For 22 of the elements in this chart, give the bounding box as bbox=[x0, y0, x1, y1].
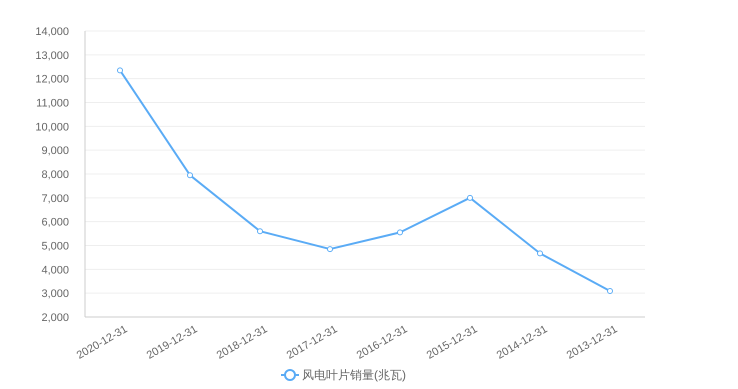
y-tick-label: 12,000 bbox=[35, 74, 69, 86]
y-tick-label: 9,000 bbox=[41, 145, 69, 158]
point bbox=[467, 194, 473, 201]
point bbox=[257, 228, 263, 234]
y-tick-label: 5,000 bbox=[41, 240, 69, 252]
y-tick-label: 2,000 bbox=[41, 312, 69, 324]
y-tick-label: 8,000 bbox=[41, 169, 69, 181]
y-tick-label: 13,000 bbox=[35, 50, 69, 62]
point bbox=[327, 246, 333, 252]
point bbox=[117, 67, 123, 74]
y-tick-label: 11,000 bbox=[36, 98, 69, 110]
y-tick-label: 14,000 bbox=[35, 26, 69, 38]
y-tick-label: 7,000 bbox=[41, 192, 69, 205]
point bbox=[607, 288, 613, 294]
y-tick-label: 10,000 bbox=[35, 121, 69, 134]
y-tick-label: 3,000 bbox=[41, 288, 69, 300]
point bbox=[397, 229, 403, 236]
point bbox=[537, 250, 543, 256]
legend-label: 风电叶片销量(兆瓦) bbox=[302, 368, 406, 382]
point bbox=[187, 172, 193, 178]
y-tick-label: 6,000 bbox=[41, 216, 69, 229]
y-tick-label: 4,000 bbox=[41, 264, 69, 276]
